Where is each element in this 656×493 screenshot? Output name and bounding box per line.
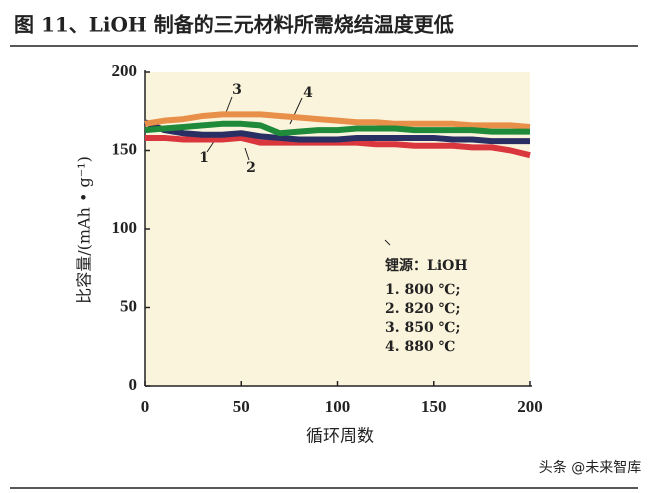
curve-callout bbox=[384, 239, 391, 246]
legend-entry: 2. 820 ℃; bbox=[385, 301, 461, 317]
legend-title: 锂源：LiOH bbox=[385, 257, 468, 274]
series-line bbox=[145, 134, 531, 159]
legend-entry: 1. 800 ℃; bbox=[385, 282, 461, 298]
series-label: 2 bbox=[246, 160, 256, 176]
x-axis-label: 循环周数 bbox=[306, 427, 374, 447]
x-tick-label: 100 bbox=[325, 397, 351, 416]
x-tick-label: 200 bbox=[517, 397, 543, 416]
x-tick-label: 50 bbox=[233, 397, 250, 416]
y-tick-label: 0 bbox=[129, 375, 138, 394]
y-tick-label: 150 bbox=[112, 139, 138, 158]
series-line bbox=[143, 119, 530, 145]
chart-title: 图 11、LiOH 制备的三元材料所需烧结温度更低 bbox=[14, 13, 454, 37]
series-line bbox=[144, 111, 531, 130]
y-tick-label: 50 bbox=[120, 296, 137, 315]
y-axis-label: 比容量/(mAh • g⁻¹) bbox=[75, 156, 94, 304]
y-tick-label: 200 bbox=[112, 61, 138, 80]
y-tick-label: 100 bbox=[112, 218, 138, 237]
curve-callout bbox=[244, 147, 250, 161]
legend-entry: 4. 880 ℃ bbox=[385, 339, 456, 355]
watermark: 头条 @未来智库 bbox=[539, 459, 641, 476]
series-line bbox=[144, 120, 530, 137]
x-tick-label: 0 bbox=[141, 397, 150, 416]
x-tick-label: 150 bbox=[421, 397, 447, 416]
legend-entry: 3. 850 ℃; bbox=[385, 320, 461, 336]
series-label: 4 bbox=[303, 85, 313, 101]
series-label: 3 bbox=[232, 82, 242, 98]
series-label: 1 bbox=[199, 150, 209, 166]
